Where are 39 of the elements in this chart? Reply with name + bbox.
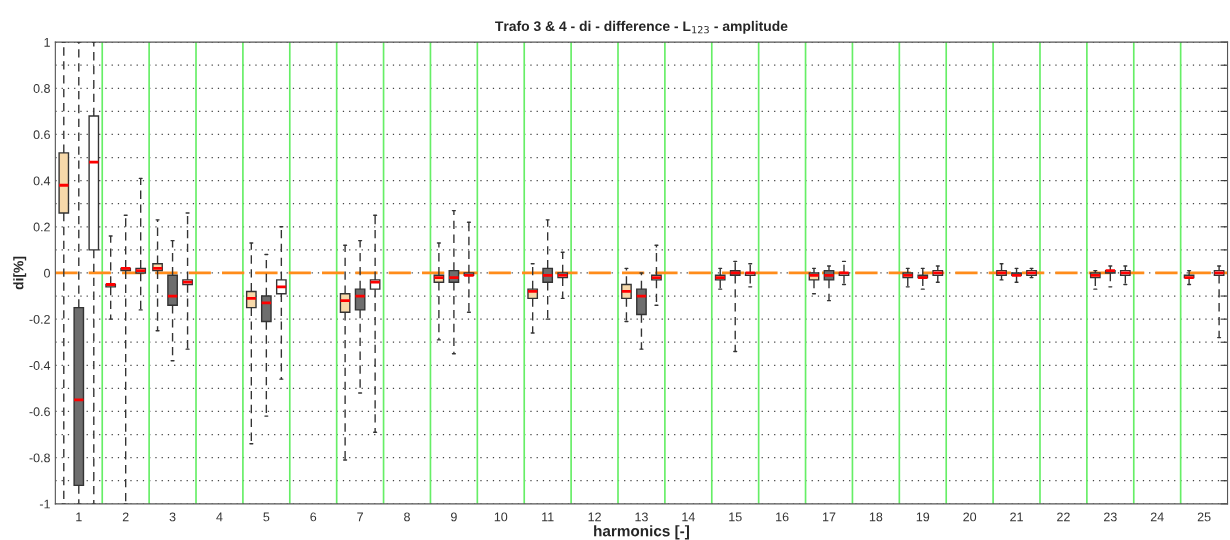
- x-tick-label: 12: [588, 512, 601, 522]
- chart-title: Trafo 3 & 4 - di - difference - L$_{123}$ - amplitude: [495, 20, 788, 34]
- x-tick-label: 3: [169, 512, 176, 522]
- y-tick-label: 0.6: [33, 130, 50, 140]
- y-tick-label: -0.2: [29, 314, 50, 324]
- y-tick-label: 0: [44, 268, 50, 278]
- y-tick-label: -0.4: [29, 361, 51, 370]
- x-tick-label: 4: [216, 512, 223, 522]
- y-axis-title: di[%]: [13, 256, 27, 290]
- y-tick-label: 0.8: [33, 84, 50, 93]
- x-tick-label: 1: [76, 512, 82, 522]
- x-tick-label: 9: [451, 512, 457, 522]
- x-tick-label: 21: [1010, 512, 1023, 522]
- x-tick-label: 16: [776, 512, 789, 522]
- x-tick-label: 19: [916, 512, 930, 522]
- x-axis-title: harmonics [-]: [594, 525, 689, 540]
- x-tick-label: 17: [823, 512, 836, 522]
- x-tick-label: 10: [494, 512, 508, 522]
- x-tick-label: 11: [542, 512, 554, 522]
- x-tick-label: 25: [1197, 512, 1211, 522]
- x-tick-label: 13: [635, 512, 648, 522]
- y-tick-label: 1: [44, 38, 50, 47]
- x-tick-label: 22: [1057, 512, 1070, 522]
- x-tick-label: 7: [357, 512, 363, 522]
- x-tick-label: 2: [122, 512, 129, 522]
- x-tick-label: 15: [729, 512, 742, 522]
- x-tick-label: 6: [310, 512, 317, 522]
- x-tick-label: 18: [869, 512, 883, 522]
- x-tick-label: 24: [1150, 512, 1164, 522]
- x-tick-label: 5: [263, 512, 270, 522]
- x-tick-label: 8: [404, 512, 410, 522]
- y-tick-label: -0.6: [29, 407, 50, 417]
- y-tick-label: 0.4: [33, 176, 51, 186]
- x-tick-label: 14: [682, 512, 695, 522]
- y-tick-label: -1: [39, 499, 50, 509]
- y-tick-label: -0.8: [29, 453, 50, 463]
- y-tick-label: 0.2: [33, 222, 50, 232]
- x-tick-label: 23: [1104, 512, 1117, 522]
- x-tick-label: 20: [963, 512, 977, 522]
